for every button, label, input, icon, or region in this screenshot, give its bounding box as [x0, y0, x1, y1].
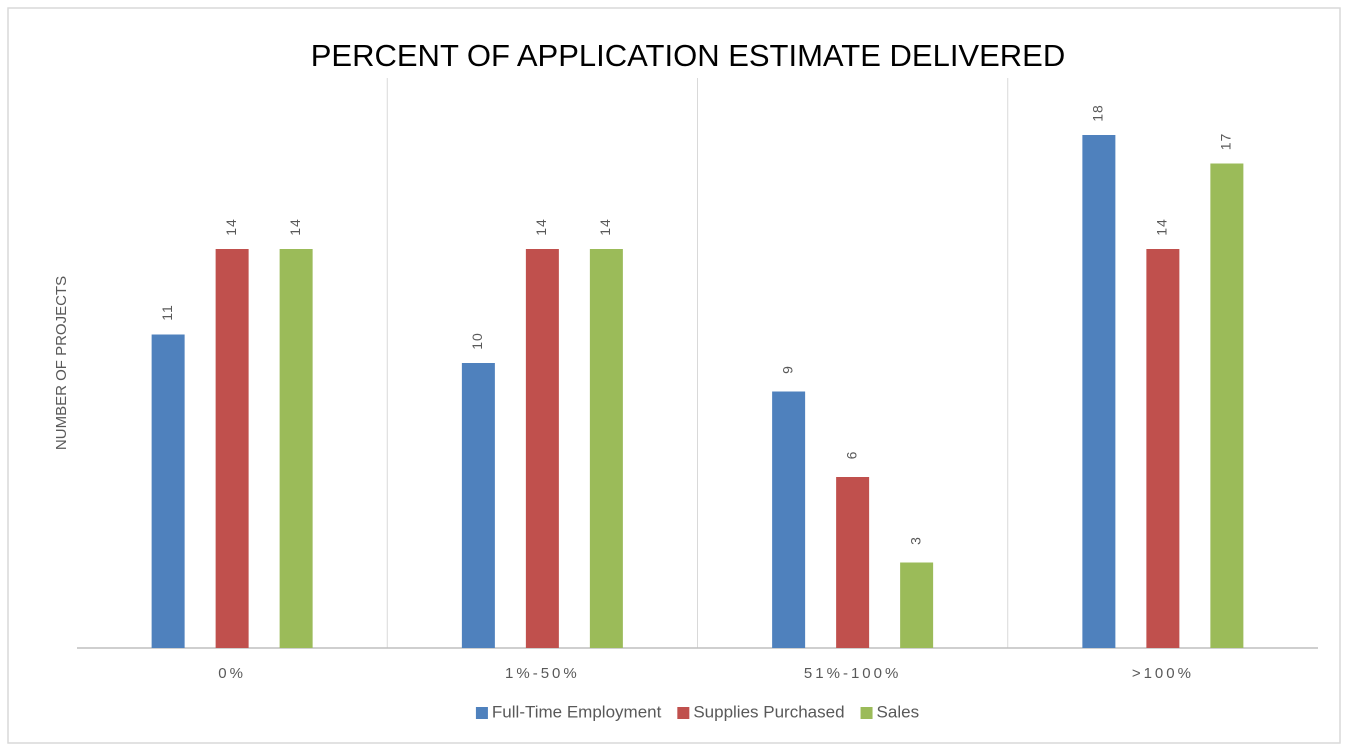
bar [279, 249, 313, 648]
data-label: 14 [597, 218, 613, 236]
bar [525, 249, 559, 648]
x-tick-label: 0% [218, 665, 246, 682]
data-label: 11 [159, 304, 175, 321]
bar [589, 249, 623, 648]
data-label: 6 [843, 451, 859, 460]
data-label: 14 [1154, 218, 1170, 236]
data-label: 18 [1090, 104, 1106, 122]
bar [900, 562, 934, 648]
bar [836, 477, 870, 648]
bar [1210, 163, 1244, 648]
bar [151, 334, 185, 648]
data-label: 10 [469, 332, 485, 350]
data-label: 14 [287, 218, 303, 236]
x-tick-label: 51%-100% [804, 665, 901, 682]
legend-swatch [677, 707, 690, 719]
legend-swatch [860, 707, 873, 719]
y-axis-label: NUMBER OF PROJECTS [53, 276, 70, 450]
data-label: 3 [907, 536, 923, 545]
data-label: 9 [779, 365, 795, 374]
data-label: 14 [223, 218, 239, 236]
legend-swatch [475, 707, 488, 719]
legend-label: Supplies Purchased [693, 702, 844, 721]
chart-title: PERCENT OF APPLICATION ESTIMATE DELIVERE… [311, 38, 1066, 73]
chart-border [7, 7, 1341, 744]
bar [461, 363, 495, 648]
legend-label: Full-Time Employment [492, 702, 662, 721]
bar [1146, 249, 1180, 648]
legend-label: Sales [877, 702, 920, 721]
x-tick-label: 1%-50% [505, 665, 580, 682]
data-label: 17 [1218, 133, 1234, 151]
data-label: 14 [533, 218, 549, 236]
bar [772, 391, 806, 648]
bar [215, 249, 249, 648]
bar [1082, 135, 1116, 648]
x-tick-label: >100% [1132, 665, 1194, 682]
